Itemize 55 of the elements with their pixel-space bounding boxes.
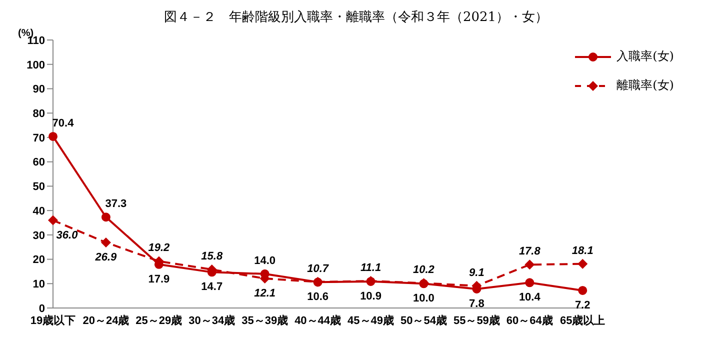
data-label: 37.3 [105,198,127,210]
x-tick-label: 19歳以下 [30,314,76,327]
data-label: 10.7 [307,262,330,275]
point [48,132,58,141]
data-label: 17.8 [518,246,542,258]
x-tick-label: 45～49歳 [348,314,394,327]
data-label: 10.9 [360,290,382,302]
x-tick-label: 55～59歳 [453,314,500,327]
point [578,258,588,269]
y-tick-label: 40 [32,205,45,218]
data-label: 36.0 [56,229,79,242]
point [524,260,535,270]
y-tick-label: 90 [32,84,45,96]
data-label: 14.7 [201,281,223,294]
data-label: 70.4 [52,117,75,130]
data-label: 11.1 [360,262,382,274]
point [101,212,110,222]
legend-label: 離職率(女) [616,77,674,94]
data-label: 10.6 [307,291,329,304]
chart-title: 図４－２ 年齢階級別入職率・離職率（令和３年（2021）・女） [162,9,550,27]
y-tick-label: 80 [32,108,45,120]
data-label: 19.2 [148,242,170,254]
data-label: 26.9 [94,251,118,264]
x-tick-label: 60～64歳 [506,314,553,327]
data-label: 7.2 [574,299,590,312]
data-label: 9.1 [469,266,484,279]
y-tick-label: 70 [32,132,45,144]
data-label: 10.0 [413,292,434,305]
y-tick-label: 10 [32,278,45,291]
y-tick-label: 20 [32,254,45,266]
x-tick-label: 20～24歳 [82,314,130,327]
y-tick-label: 30 [32,230,45,242]
point [48,215,58,226]
y-tick-label: 50 [32,181,45,194]
x-tick-label: 35～39歳 [242,314,288,327]
x-tick-label: 50～54歳 [400,314,447,327]
data-label: 18.1 [572,244,594,257]
x-tick-label: 30～34歳 [188,314,236,327]
data-label: 14.0 [254,254,276,267]
point [578,286,588,295]
point [100,237,111,248]
y-tick-label: 60 [32,156,45,169]
data-label: 10.2 [413,264,434,276]
y-tick-label: 100 [26,59,45,72]
data-label: 7.8 [469,298,484,310]
legend-label: 入職率(女) [616,48,674,65]
point [525,278,534,288]
x-tick-label: 25～29歳 [136,314,182,327]
x-tick-label: 65歳以上 [560,314,606,327]
data-label: 17.9 [148,273,170,286]
data-label: 15.8 [201,250,224,263]
y-tick-label: 0 [38,302,45,315]
data-label: 10.4 [518,292,542,304]
data-label: 12.1 [254,288,276,300]
x-tick-label: 40～44歳 [294,314,342,327]
